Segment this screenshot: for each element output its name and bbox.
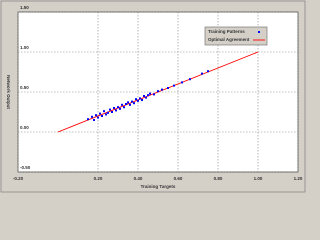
point <box>133 102 135 105</box>
point <box>201 72 203 75</box>
point <box>105 113 107 116</box>
point <box>101 115 103 117</box>
point <box>109 108 111 111</box>
point <box>97 116 99 119</box>
point <box>207 70 209 73</box>
y-tick-label: 0.00 <box>20 125 29 130</box>
point <box>91 115 93 118</box>
point <box>149 92 151 95</box>
chart: Training Targets Network Output -0.20 0.2… <box>0 0 306 193</box>
point <box>143 95 145 97</box>
legend-swatch <box>258 31 260 33</box>
point <box>141 99 143 101</box>
x-tick-label: 0.80 <box>214 176 223 181</box>
point <box>131 100 133 103</box>
y-axis-label: Network Output <box>6 75 11 109</box>
point <box>157 90 159 93</box>
x-tick-label: 0.60 <box>174 176 183 181</box>
point <box>113 107 115 109</box>
point <box>121 103 123 106</box>
x-tick-label: 1.20 <box>294 176 303 181</box>
point <box>117 106 119 109</box>
y-tick-label: 1.00 <box>20 45 29 50</box>
legend-label: Training Patterns <box>208 29 245 34</box>
x-tick-label: 0.20 <box>94 176 103 181</box>
point <box>147 94 149 97</box>
point <box>139 97 141 100</box>
point <box>123 106 125 109</box>
point <box>161 88 163 91</box>
point <box>125 103 127 105</box>
page: {"chart_data": {"type": "scatter", "x_la… <box>0 0 306 193</box>
point <box>189 78 191 81</box>
point <box>181 81 183 84</box>
x-axis-label: Training Targets <box>141 184 176 189</box>
point <box>153 93 155 96</box>
point <box>99 112 101 115</box>
point <box>127 101 129 104</box>
point <box>145 96 147 99</box>
legend-box <box>204 26 268 46</box>
point <box>95 114 97 117</box>
point <box>111 111 113 113</box>
point <box>135 98 137 101</box>
legend-label: Optimal Agreement <box>208 37 250 42</box>
point <box>87 118 89 121</box>
point <box>107 111 109 114</box>
y-tick-label: 0.50 <box>20 85 29 90</box>
point <box>115 109 117 112</box>
y-tick-label: -0.50 <box>20 165 31 170</box>
point <box>103 110 105 113</box>
point <box>173 84 175 87</box>
x-tick-label: -0.20 <box>13 176 24 181</box>
point <box>167 87 169 89</box>
y-tick-label: 1.50 <box>20 5 29 10</box>
x-tick-label: 0.40 <box>134 176 143 181</box>
point <box>119 107 121 110</box>
x-tick-label: 1.00 <box>254 176 263 181</box>
point <box>137 99 139 102</box>
point <box>129 103 131 106</box>
point <box>93 119 95 121</box>
